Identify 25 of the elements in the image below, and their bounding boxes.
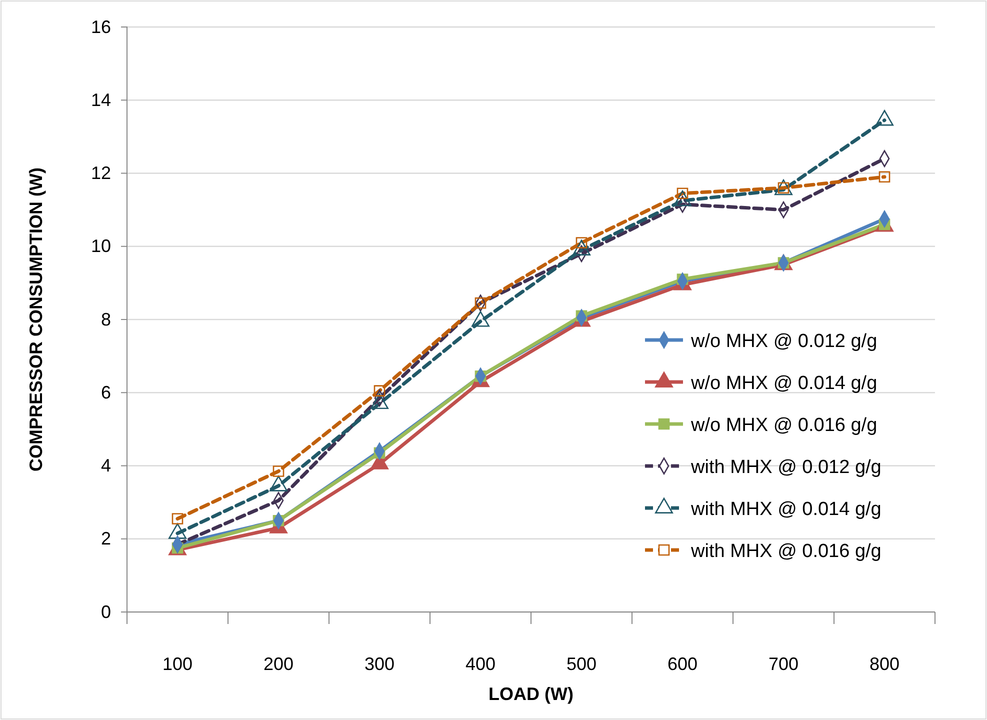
legend-label: with MHX @ 0.014 g/g <box>690 499 882 520</box>
y-tick-label: 10 <box>90 236 111 256</box>
x-tick-label: 300 <box>364 654 395 674</box>
legend-label: w/o MHX @ 0.012 g/g <box>690 331 878 352</box>
x-tick-label: 200 <box>263 654 294 674</box>
y-tick-label: 4 <box>100 456 111 476</box>
legend-label: w/o MHX @ 0.014 g/g <box>690 373 878 394</box>
legend-label: with MHX @ 0.012 g/g <box>690 457 882 478</box>
y-tick-label: 12 <box>90 163 111 184</box>
legend-label: w/o MHX @ 0.016 g/g <box>690 415 878 436</box>
x-tick-label: 500 <box>566 654 597 674</box>
x-tick-label: 700 <box>768 654 799 674</box>
x-tick-label: 100 <box>162 654 193 674</box>
x-tick-label: 800 <box>869 654 900 674</box>
y-tick-label: 2 <box>100 528 111 549</box>
y-tick-label: 0 <box>100 602 111 622</box>
y-tick-label: 8 <box>100 309 111 330</box>
y-tick-label: 6 <box>100 382 111 402</box>
legend-label: with MHX @ 0.016 g/g <box>690 541 882 562</box>
y-axis-title: COMPRESSOR CONSUMPTION (W) <box>26 168 46 472</box>
x-tick-label: 600 <box>667 654 698 674</box>
y-tick-label: 14 <box>90 90 111 110</box>
x-axis-title: LOAD (W) <box>488 684 574 704</box>
x-tick-label: 400 <box>465 654 496 674</box>
y-tick-label: 16 <box>90 16 111 37</box>
